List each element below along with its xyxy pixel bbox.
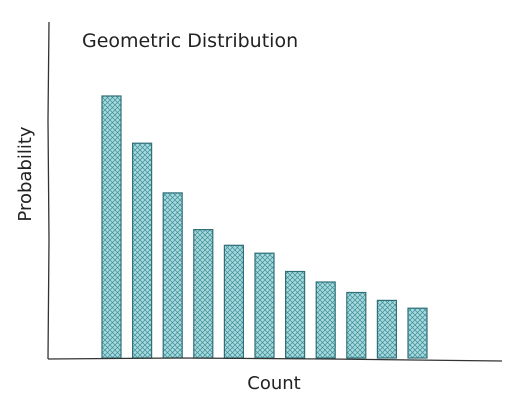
y-axis-label: Probability: [15, 126, 36, 221]
bar-1: [101, 95, 122, 359]
bar-9: [346, 291, 367, 359]
x-axis-label: Count: [247, 373, 300, 394]
bar-5: [223, 244, 244, 359]
x-axis-line: [47, 357, 503, 362]
bar-3: [162, 192, 183, 359]
bar-4: [193, 229, 214, 359]
bars-group: [101, 95, 428, 359]
chart-title: Geometric Distribution: [82, 30, 298, 52]
bar-8: [315, 281, 336, 359]
bar-11: [407, 307, 428, 359]
bar-10: [376, 299, 397, 359]
bar-7: [285, 270, 306, 359]
y-axis-line: [47, 21, 50, 360]
bar-2: [132, 142, 153, 359]
bar-6: [254, 252, 275, 359]
